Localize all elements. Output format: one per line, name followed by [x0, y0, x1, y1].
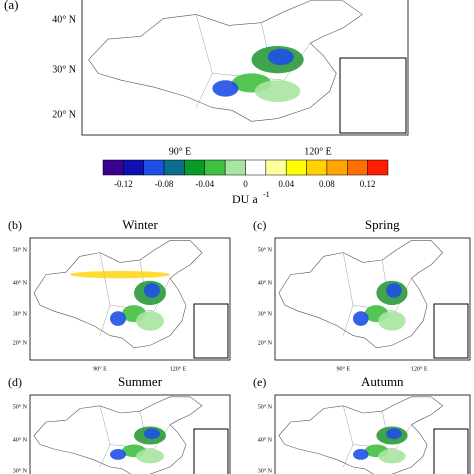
colorbar-cell — [265, 159, 287, 176]
colorbar-tick-label: 0 — [243, 179, 248, 189]
colorbar-unit-exponent: -1 — [263, 190, 270, 199]
panel-label: (a) — [4, 0, 18, 12]
lon-label: 90° E — [93, 365, 107, 372]
trend-area — [110, 311, 126, 326]
inset-box — [339, 57, 407, 134]
lat-label: 30° N — [52, 64, 76, 75]
province-line — [343, 252, 354, 306]
panel-label: (d) — [8, 375, 22, 389]
lat-label: 40° N — [52, 14, 76, 25]
trend-area — [386, 428, 402, 440]
colorbar-cell — [184, 159, 206, 176]
lat-label: 30° N — [258, 467, 273, 474]
lat-label: 30° N — [13, 467, 28, 474]
trend-area — [386, 283, 402, 298]
lon-label: 90° E — [169, 146, 192, 157]
trend-area — [144, 428, 160, 440]
lat-label: 50° N — [258, 403, 273, 410]
inset-box — [433, 428, 469, 474]
lat-label: 50° N — [13, 403, 28, 410]
lon-label: 120° E — [411, 365, 428, 372]
trend-area — [70, 270, 170, 279]
province-line — [99, 444, 111, 468]
colorbar-tick-label: 0.08 — [319, 179, 335, 189]
colorbar-cell — [347, 159, 368, 176]
trend-area — [212, 80, 239, 97]
colorbar-tick-label: -0.04 — [195, 179, 214, 189]
map — [29, 237, 231, 361]
panel-title: Summer — [118, 374, 163, 389]
map — [29, 394, 231, 474]
lon-label: 120° E — [170, 365, 187, 372]
colorbar-cell — [143, 159, 165, 176]
lat-label: 20° N — [258, 339, 273, 346]
colorbar-tick-label: -0.12 — [114, 179, 133, 189]
trend-area — [136, 311, 164, 331]
colorbar-cell — [326, 159, 348, 176]
colorbar-unit: DU a — [232, 192, 258, 206]
lat-label: 50° N — [13, 246, 28, 253]
province-line — [343, 305, 354, 336]
colorbar-cell — [123, 159, 144, 176]
province-line — [99, 405, 111, 445]
trend-area — [353, 449, 369, 460]
lat-label: 40° N — [13, 436, 28, 443]
panel-label: (e) — [253, 375, 266, 389]
colorbar-cell — [224, 159, 246, 176]
colorbar-cell — [245, 159, 267, 176]
inset-box — [193, 428, 229, 474]
trend-area — [267, 48, 294, 66]
trend-area — [254, 80, 301, 103]
panel-title: Spring — [365, 217, 400, 232]
lat-label: 40° N — [258, 279, 273, 286]
colorbar-cell — [102, 159, 124, 176]
lat-label: 40° N — [13, 279, 28, 286]
trend-area — [353, 311, 369, 326]
inset-box — [193, 303, 229, 359]
province-line — [195, 73, 213, 108]
lat-label: 20° N — [13, 339, 28, 346]
trend-area — [110, 449, 126, 460]
lat-label: 40° N — [258, 436, 273, 443]
lat-label: 20° N — [52, 109, 76, 120]
province-line — [343, 405, 354, 445]
panel-label: (b) — [8, 218, 22, 232]
inset-box — [433, 303, 469, 359]
panel-title: Winter — [122, 217, 158, 232]
province-line — [195, 14, 213, 74]
map — [274, 237, 471, 361]
colorbar-cell — [204, 159, 226, 176]
trend-area — [136, 449, 164, 464]
province-line — [99, 252, 111, 306]
province-line — [99, 305, 111, 336]
map — [81, 0, 409, 136]
colorbar-tick-label: 0.12 — [360, 179, 376, 189]
province-line — [343, 444, 354, 468]
map — [274, 394, 471, 474]
colorbar-cell — [306, 159, 328, 176]
colorbar-tick-label: 0.04 — [278, 179, 294, 189]
colorbar-cell — [285, 159, 307, 176]
trend-area — [378, 449, 406, 464]
lat-label: 30° N — [13, 310, 28, 317]
lon-label: 120° E — [304, 146, 332, 157]
panel-label: (c) — [253, 218, 266, 232]
lat-label: 30° N — [258, 310, 273, 317]
colorbar-cell — [367, 159, 389, 176]
trend-area — [378, 311, 406, 331]
colorbar-cell — [163, 159, 185, 176]
panel-title: Autumn — [361, 374, 404, 389]
lat-label: 50° N — [258, 246, 273, 253]
lon-label: 90° E — [336, 365, 350, 372]
trend-area — [144, 283, 160, 298]
colorbar-tick-label: -0.08 — [155, 179, 174, 189]
